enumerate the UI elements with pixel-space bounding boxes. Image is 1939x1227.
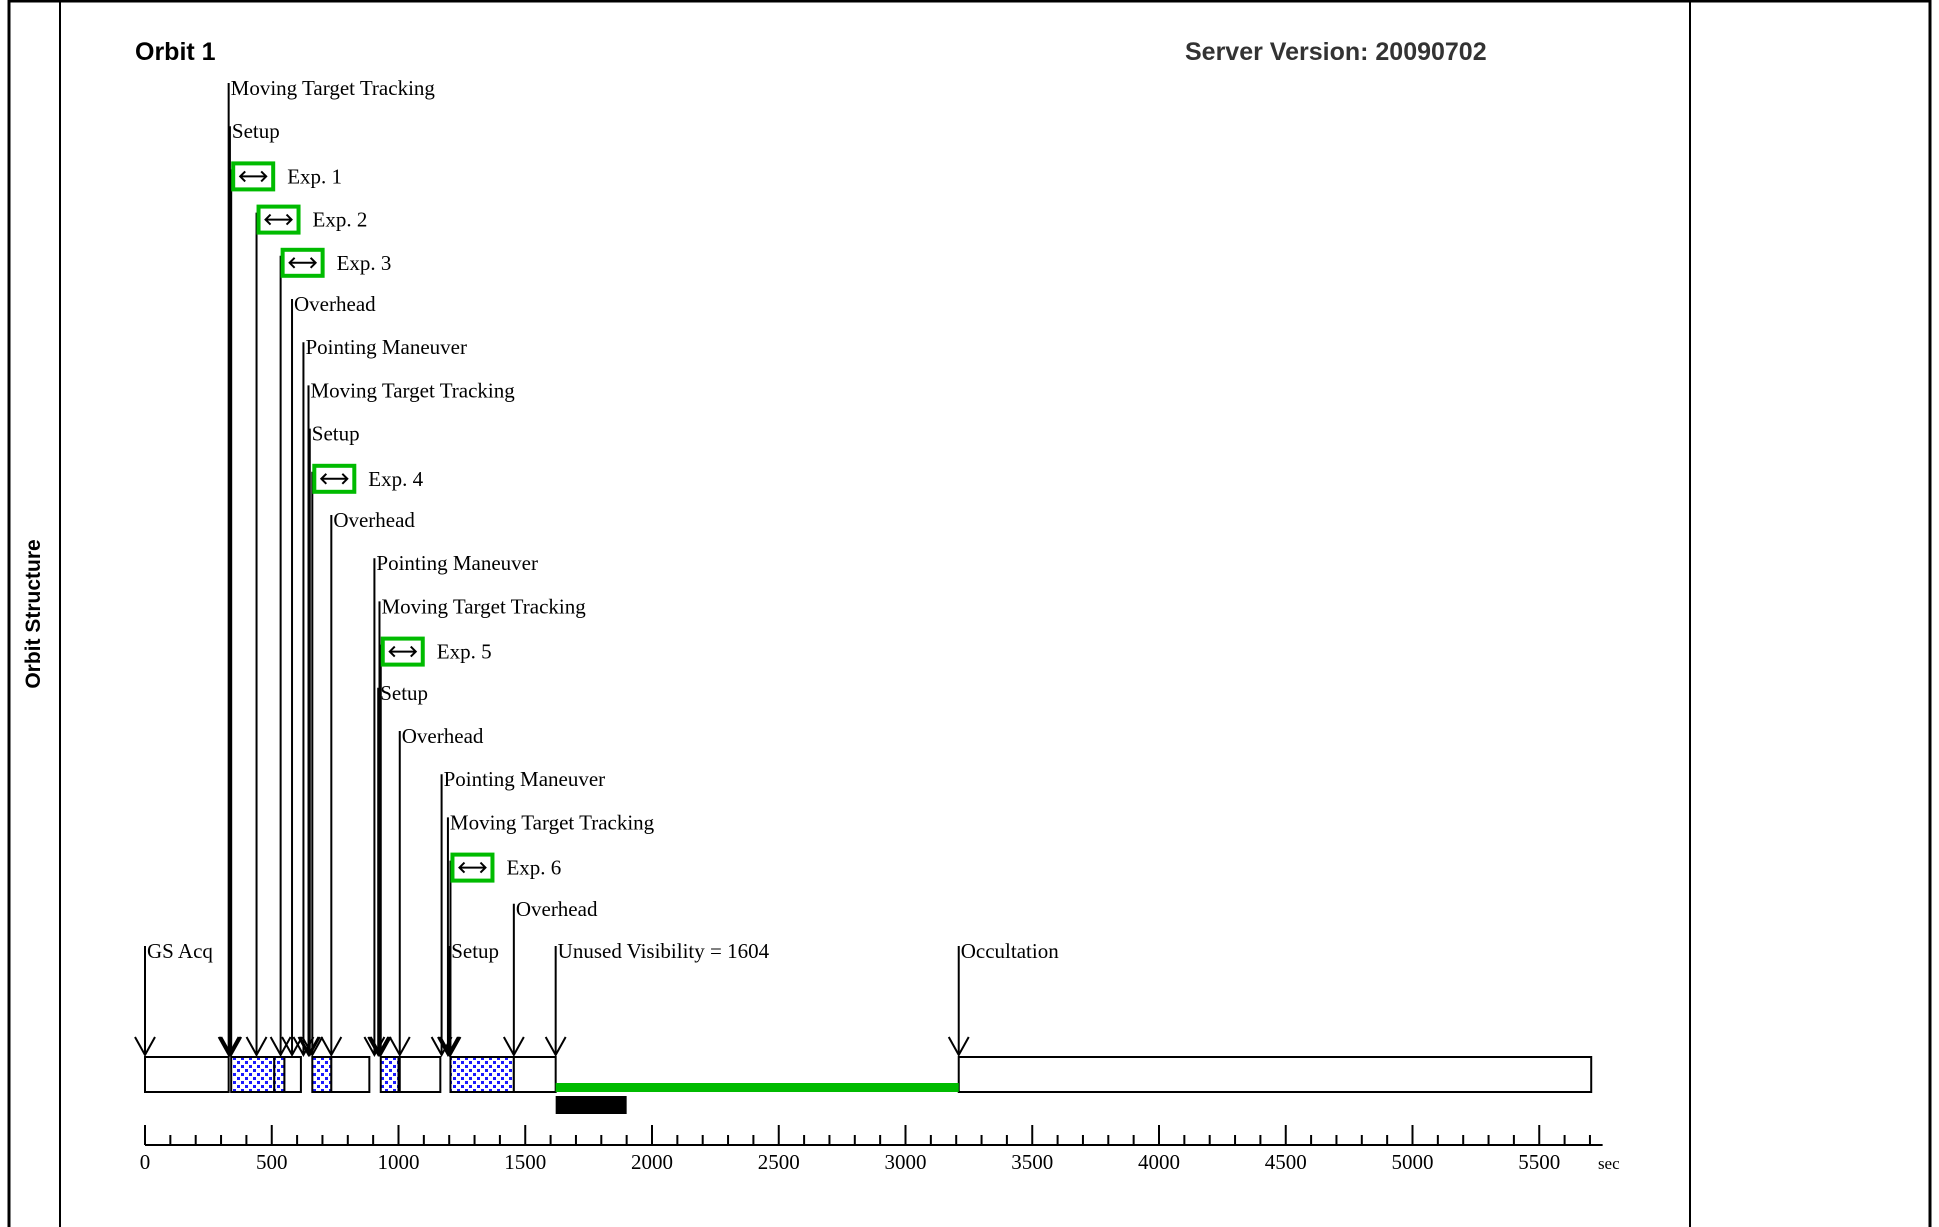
event-label: Moving Target Tracking	[450, 810, 655, 834]
server-version: Server Version: 20090702	[1185, 38, 1487, 66]
event-label: Setup	[380, 681, 428, 705]
event-label: Setup	[451, 939, 499, 963]
axis-tick-label: 1000	[378, 1150, 420, 1174]
timeline-segment	[512, 1056, 557, 1093]
event-label: Occultation	[961, 939, 1059, 963]
event-arrow	[320, 1036, 343, 1058]
event-arrow	[367, 1036, 390, 1058]
event-arrow	[245, 1036, 268, 1058]
event-label: Pointing Maneuver	[444, 767, 606, 791]
event-label: Exp. 5	[437, 640, 492, 664]
event-arrow	[301, 1036, 324, 1058]
exposure-arrow-icon	[288, 257, 296, 269]
exposure-arrow-icon	[388, 645, 396, 658]
axis-tick-label: 5500	[1518, 1150, 1560, 1174]
event-label: Overhead	[294, 292, 376, 316]
timeline-segment	[379, 1056, 400, 1093]
axis-tick-label: 3000	[885, 1150, 927, 1174]
event-label: GS Acq	[147, 939, 213, 963]
axis-tick-label: 4000	[1138, 1150, 1180, 1174]
event-arrow	[297, 1036, 320, 1058]
event-arrow	[298, 1036, 321, 1058]
event-label: Unused Visibility = 1604	[558, 939, 770, 963]
exposure-arrow-icon	[264, 213, 272, 226]
event-arrow	[947, 1036, 970, 1058]
exposure-box	[280, 247, 325, 278]
event-label: Exp. 3	[337, 251, 392, 275]
timeline-segment	[230, 1056, 276, 1093]
visibility-marker-bar	[555, 1096, 627, 1114]
event-label: Exp. 4	[368, 467, 423, 491]
event-label: Exp. 2	[313, 208, 368, 232]
event-arrow	[502, 1036, 525, 1058]
exposure-arrow-icon	[458, 861, 466, 874]
axis-tick-label: 2500	[758, 1150, 800, 1174]
unused-visibility-bar	[555, 1083, 959, 1092]
event-label: Exp. 6	[506, 856, 561, 880]
exposure-arrow-icon	[410, 645, 418, 658]
axis-tick-label: 5000	[1392, 1150, 1434, 1174]
exposure-arrow-icon	[319, 473, 328, 485]
axis-unit-label: sec	[1598, 1154, 1620, 1173]
event-label: Overhead	[402, 724, 484, 748]
timeline-segment	[311, 1056, 333, 1093]
event-arrow	[220, 1036, 243, 1058]
event-arrow	[217, 1036, 240, 1058]
event-arrow	[388, 1036, 411, 1058]
event-arrow	[219, 1036, 241, 1058]
event-label: Moving Target Tracking	[381, 594, 586, 618]
timeline-segment	[449, 1056, 515, 1093]
event-arrow	[134, 1036, 156, 1058]
event-arrow	[368, 1036, 391, 1058]
event-arrow	[438, 1036, 461, 1058]
timeline-segment	[398, 1056, 442, 1093]
exposure-arrow-icon	[260, 170, 268, 183]
event-label: Moving Target Tracking	[231, 76, 436, 100]
axis-tick-label: 3500	[1011, 1150, 1053, 1174]
event-label: Exp. 1	[287, 164, 342, 188]
exposure-arrow-icon	[285, 213, 293, 226]
axis-tick-label: 1500	[504, 1150, 546, 1174]
event-label: Moving Target Tracking	[311, 378, 516, 402]
event-label: Pointing Maneuver	[305, 335, 467, 359]
exposure-arrow-icon	[309, 257, 318, 269]
event-label: Pointing Maneuver	[376, 551, 538, 575]
event-label: Overhead	[516, 897, 598, 921]
timeline-segment	[283, 1056, 302, 1093]
timeline-segment	[273, 1056, 286, 1093]
axis-tick-label: 500	[256, 1150, 288, 1174]
event-label: Setup	[232, 119, 280, 143]
axis-tick-label: 4500	[1265, 1150, 1307, 1174]
event-arrow	[269, 1036, 292, 1058]
event-arrow	[369, 1036, 392, 1058]
event-arrow	[437, 1036, 459, 1058]
event-arrow	[544, 1036, 567, 1058]
exposure-arrow-icon	[238, 170, 246, 183]
timeline-segment	[330, 1056, 371, 1093]
event-label: Setup	[312, 422, 360, 446]
timeline-segment	[144, 1056, 230, 1093]
exposure-arrow-icon	[341, 473, 349, 485]
timeline-segment	[957, 1056, 1593, 1093]
exposure-arrow-icon	[479, 861, 487, 874]
axis-tick-label: 2000	[631, 1150, 673, 1174]
event-arrow	[439, 1036, 462, 1058]
event-arrow	[281, 1036, 303, 1058]
axis-tick-label: 0	[140, 1150, 151, 1174]
orbit-title: Orbit 1	[135, 38, 216, 66]
event-label: Overhead	[333, 508, 415, 532]
